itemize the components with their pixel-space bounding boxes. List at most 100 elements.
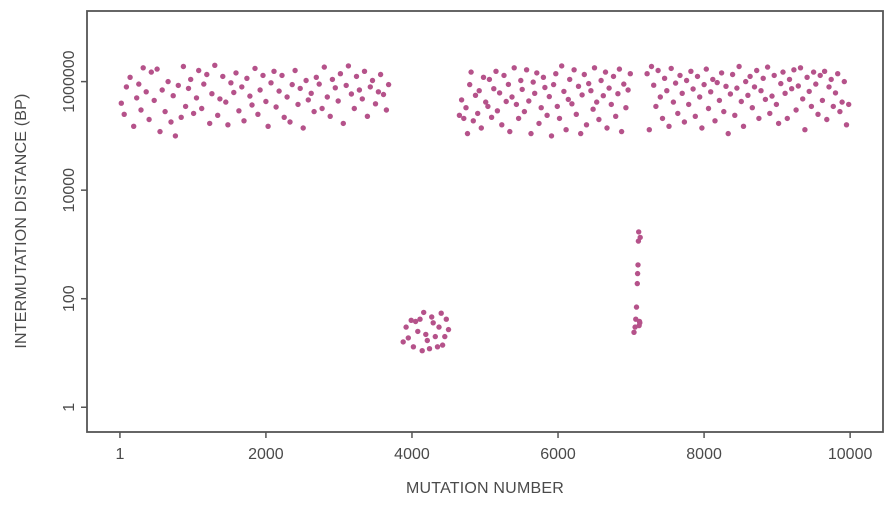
data-point [472,92,479,99]
data-point [461,115,467,122]
data-point [518,77,524,84]
data-point [771,72,777,79]
data-point [287,119,293,125]
data-point [410,344,417,350]
data-point [271,68,277,75]
data-point [569,101,575,107]
data-point [544,112,550,119]
data-point [400,339,406,345]
data-point [747,73,753,80]
data-point [359,96,365,102]
data-point [486,76,493,83]
data-point [185,85,192,92]
data-point [168,119,174,125]
data-point [697,94,703,100]
data-point [276,88,282,94]
data-point [613,113,619,120]
data-point [463,105,469,111]
data-point [556,115,563,122]
data-point [220,73,226,80]
data-point [553,71,559,77]
data-point [789,86,795,92]
data-point [677,72,683,79]
data-point [321,64,327,70]
data-point [610,73,617,80]
data-point [249,102,255,108]
data-point [729,71,736,78]
data-point [616,66,623,72]
data-point [583,122,590,128]
data-point [843,122,850,128]
data-point [511,65,517,71]
data-point [143,89,149,95]
data-point [565,96,571,103]
data-point [810,69,817,75]
data-point [289,81,295,88]
data-point [419,348,425,354]
data-point [297,85,303,92]
data-point [263,98,269,105]
data-point [212,62,218,68]
data-point [134,95,140,101]
data-point [136,81,142,87]
data-point [734,85,740,91]
data-point [705,105,712,112]
data-point [573,111,579,118]
data-point [295,101,301,108]
data-point [815,111,821,118]
data-point [521,108,528,115]
data-point [588,88,594,94]
data-point [633,304,640,310]
data-point [480,74,487,81]
data-point [764,64,771,70]
data-point [596,116,602,123]
x-tick-label: 8000 [686,446,722,463]
data-point [519,86,525,93]
data-point [672,80,679,86]
data-point [760,75,766,82]
data-point [782,90,788,97]
data-point [651,82,657,88]
data-point [646,127,652,133]
data-point [546,93,552,100]
data-point [637,320,643,326]
data-point [412,318,419,325]
data-point [501,72,507,79]
data-point [769,93,775,99]
data-point [712,118,718,124]
data-point [701,81,707,88]
x-axis-ticks: 1 2000 4000 6000 8000 10000 [115,432,872,463]
data-point [542,84,548,91]
data-point [300,125,306,131]
data-point [421,309,427,316]
x-tick-label: 6000 [540,446,576,463]
data-point [637,234,643,241]
data-point [797,65,804,71]
data-point [683,77,690,84]
data-point [423,331,429,338]
data-point [657,94,663,100]
data-point [653,103,659,110]
data-point [773,101,780,108]
data-points [118,62,852,354]
data-point [745,92,751,99]
data-point [618,128,625,135]
data-point [664,88,670,94]
data-point [563,127,569,133]
data-point [736,63,742,70]
data-point [813,81,819,87]
data-point [225,122,231,128]
x-tick-label: 2000 [248,446,284,463]
data-point [575,83,582,90]
data-point [456,112,463,119]
data-point [231,89,237,96]
data-point [361,68,368,75]
data-point [464,130,471,137]
data-point [154,66,160,72]
data-point [505,81,512,88]
data-point [591,65,598,71]
data-point [644,71,650,77]
data-point [821,68,828,75]
data-point [239,84,245,90]
data-point [668,65,674,72]
